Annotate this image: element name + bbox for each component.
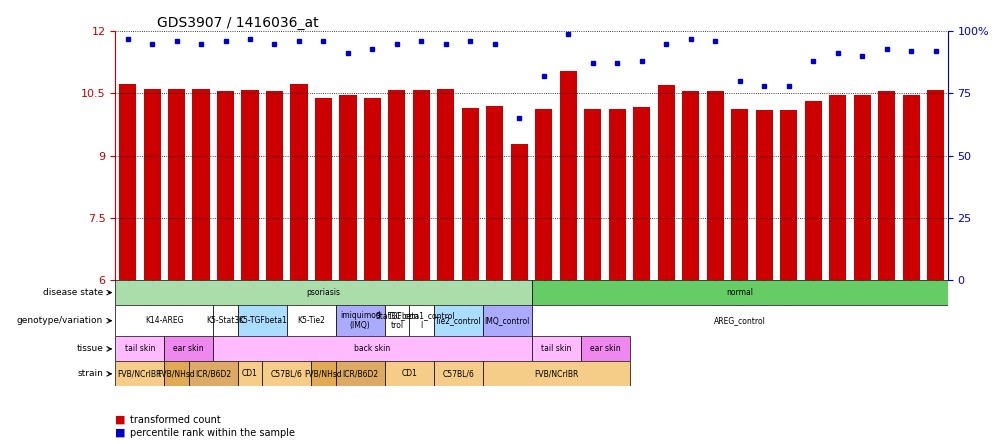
Bar bbox=[461, 108, 479, 280]
Bar bbox=[192, 89, 209, 280]
Bar bbox=[531, 280, 947, 305]
Bar bbox=[583, 109, 601, 280]
Bar bbox=[291, 84, 308, 280]
Text: Stat3C_con
trol: Stat3C_con trol bbox=[375, 311, 418, 330]
Text: AREG_control: AREG_control bbox=[713, 316, 765, 325]
Bar bbox=[510, 144, 527, 280]
Bar bbox=[486, 106, 503, 280]
Text: K5-TGFbeta1: K5-TGFbeta1 bbox=[237, 316, 287, 325]
Bar bbox=[853, 95, 870, 280]
Text: genotype/variation: genotype/variation bbox=[17, 316, 103, 325]
Bar bbox=[409, 305, 433, 337]
Text: ICR/B6D2: ICR/B6D2 bbox=[195, 369, 231, 378]
Bar bbox=[336, 361, 385, 386]
Bar bbox=[804, 101, 821, 280]
Text: FVB/NHsd: FVB/NHsd bbox=[305, 369, 342, 378]
Bar bbox=[164, 337, 213, 361]
Bar bbox=[433, 361, 482, 386]
Bar bbox=[213, 305, 237, 337]
Bar bbox=[339, 95, 356, 280]
Bar bbox=[706, 91, 723, 280]
Text: tail skin: tail skin bbox=[540, 345, 571, 353]
Text: normal: normal bbox=[725, 288, 753, 297]
Text: tissue: tissue bbox=[76, 345, 103, 353]
Bar bbox=[535, 109, 552, 280]
Text: K5-Stat3C: K5-Stat3C bbox=[206, 316, 244, 325]
Text: K5-Tie2: K5-Tie2 bbox=[297, 316, 325, 325]
Bar bbox=[632, 107, 649, 280]
Text: C57BL/6: C57BL/6 bbox=[271, 369, 303, 378]
Bar bbox=[237, 305, 287, 337]
Text: ■: ■ bbox=[115, 415, 129, 424]
Text: disease state: disease state bbox=[43, 288, 103, 297]
Bar bbox=[780, 110, 797, 280]
Bar bbox=[657, 85, 674, 280]
Bar bbox=[902, 95, 919, 280]
Bar bbox=[926, 91, 943, 280]
Bar bbox=[241, 91, 259, 280]
Bar bbox=[364, 98, 381, 280]
Bar bbox=[385, 305, 409, 337]
Bar bbox=[608, 109, 625, 280]
Bar bbox=[115, 361, 164, 386]
Text: ICR/B6D2: ICR/B6D2 bbox=[342, 369, 378, 378]
Bar bbox=[482, 361, 629, 386]
Text: TGFbeta1_control
l: TGFbeta1_control l bbox=[387, 311, 455, 330]
Bar bbox=[829, 95, 846, 280]
Bar bbox=[262, 361, 311, 386]
Text: IMQ_control: IMQ_control bbox=[484, 316, 529, 325]
Text: transformed count: transformed count bbox=[130, 415, 220, 424]
Text: Tie2_control: Tie2_control bbox=[435, 316, 481, 325]
Bar bbox=[580, 337, 629, 361]
Bar bbox=[167, 89, 185, 280]
Bar bbox=[531, 337, 580, 361]
Bar bbox=[311, 361, 336, 386]
Bar bbox=[877, 91, 895, 280]
Text: back skin: back skin bbox=[354, 345, 390, 353]
Bar bbox=[433, 305, 482, 337]
Bar bbox=[287, 305, 336, 337]
Bar bbox=[143, 89, 160, 280]
Bar bbox=[559, 71, 576, 280]
Bar bbox=[115, 280, 531, 305]
Text: imiquimod
(IMQ): imiquimod (IMQ) bbox=[340, 311, 380, 330]
Bar bbox=[237, 361, 262, 386]
Bar bbox=[437, 89, 454, 280]
Bar bbox=[119, 84, 136, 280]
Text: FVB/NCrIBR: FVB/NCrIBR bbox=[117, 369, 162, 378]
Bar bbox=[388, 91, 405, 280]
Text: ear skin: ear skin bbox=[589, 345, 620, 353]
Bar bbox=[115, 305, 213, 337]
Text: FVB/NHsd: FVB/NHsd bbox=[157, 369, 195, 378]
Bar bbox=[531, 305, 947, 337]
Text: ear skin: ear skin bbox=[173, 345, 204, 353]
Bar bbox=[266, 91, 283, 280]
Text: ■: ■ bbox=[115, 428, 129, 438]
Text: psoriasis: psoriasis bbox=[307, 288, 340, 297]
Bar bbox=[385, 361, 433, 386]
Bar bbox=[681, 91, 698, 280]
Text: K14-AREG: K14-AREG bbox=[145, 316, 183, 325]
Bar bbox=[216, 91, 233, 280]
Text: strain: strain bbox=[77, 369, 103, 378]
Bar bbox=[115, 337, 164, 361]
Text: CD1: CD1 bbox=[241, 369, 258, 378]
Bar bbox=[755, 110, 772, 280]
Text: tail skin: tail skin bbox=[124, 345, 155, 353]
Bar bbox=[188, 361, 237, 386]
Bar bbox=[482, 305, 531, 337]
Bar bbox=[315, 98, 332, 280]
Text: percentile rank within the sample: percentile rank within the sample bbox=[130, 428, 296, 438]
Bar bbox=[730, 109, 747, 280]
Bar bbox=[336, 305, 385, 337]
Text: CD1: CD1 bbox=[401, 369, 417, 378]
Text: GDS3907 / 1416036_at: GDS3907 / 1416036_at bbox=[156, 16, 319, 30]
Text: C57BL/6: C57BL/6 bbox=[442, 369, 474, 378]
Bar bbox=[164, 361, 188, 386]
Bar bbox=[413, 91, 430, 280]
Text: FVB/NCrIBR: FVB/NCrIBR bbox=[533, 369, 578, 378]
Bar bbox=[213, 337, 531, 361]
